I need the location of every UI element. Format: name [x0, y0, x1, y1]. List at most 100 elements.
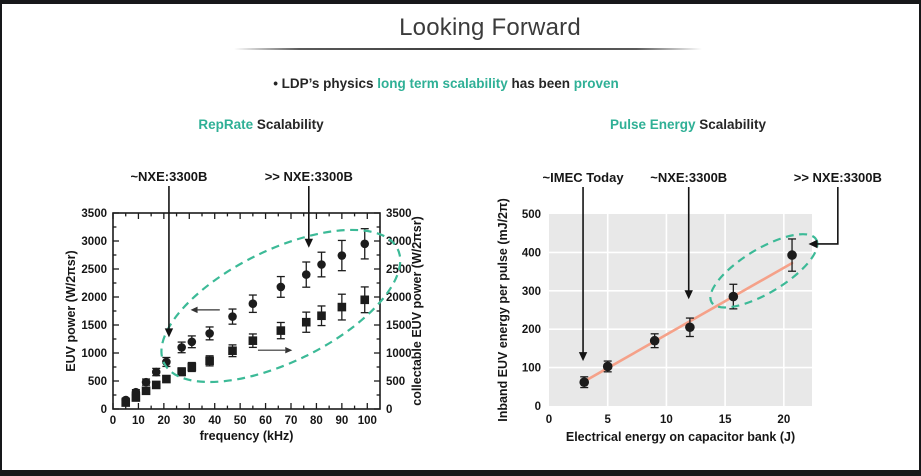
y-axis-label-left: Inband EUV energy per pulse (mJ/2π)	[496, 198, 510, 422]
svg-text:0: 0	[101, 404, 107, 416]
svg-text:1500: 1500	[386, 320, 412, 332]
svg-text:60: 60	[259, 415, 272, 427]
data-point-marker	[205, 329, 214, 338]
svg-text:200: 200	[522, 324, 541, 336]
svg-text:0: 0	[110, 415, 116, 427]
section-title-pulse-energy-accent: Pulse Energy	[609, 117, 696, 132]
svg-text:300: 300	[522, 286, 541, 298]
data-point-marker	[162, 374, 171, 384]
svg-text:3500: 3500	[81, 208, 107, 220]
axis-indicator-arrow-icon	[190, 306, 198, 314]
svg-text:3000: 3000	[81, 236, 107, 248]
key-message: • LDP’s physics long term scalability ha…	[273, 76, 619, 91]
data-point-marker	[602, 361, 613, 372]
svg-text:40: 40	[208, 415, 221, 427]
section-title-reprate-accent: RepRate	[198, 117, 254, 132]
svg-text:500: 500	[522, 209, 541, 221]
scalability-highlight-ellipse	[709, 233, 819, 309]
data-point-marker	[728, 291, 739, 302]
data-point-marker	[187, 337, 197, 347]
data-point-marker	[579, 377, 590, 387]
svg-text:100: 100	[522, 363, 541, 375]
svg-text:30: 30	[183, 415, 196, 427]
svg-text:50: 50	[234, 415, 247, 427]
x-axis-label: frequency (kHz)	[200, 429, 294, 443]
y-axis-label-left: EUV power (W/2πsr)	[64, 250, 78, 371]
page-title: Looking Forward	[399, 14, 581, 41]
svg-text:10: 10	[132, 415, 145, 427]
data-point-marker	[141, 377, 151, 387]
svg-text:1000: 1000	[386, 348, 412, 360]
data-point-marker	[337, 302, 347, 312]
data-point-marker	[141, 386, 151, 396]
key-message-part-1: • LDP’s physics	[273, 76, 378, 91]
annotation-arrowhead-icon	[578, 352, 588, 362]
annotation-arrow	[817, 187, 839, 245]
svg-text:1500: 1500	[81, 320, 107, 332]
data-point-marker	[248, 299, 258, 309]
section-title-pulse-energy: Pulse Energy Scalability	[610, 117, 766, 132]
section-title-reprate: RepRate Scalability	[198, 117, 323, 132]
svg-text:100: 100	[358, 415, 377, 427]
chart-annotation-label: ~NXE:3300B	[130, 169, 207, 184]
data-point-marker	[301, 317, 311, 327]
svg-text:10: 10	[660, 414, 673, 426]
annotation-arrowhead-icon	[164, 328, 174, 338]
svg-text:80: 80	[310, 415, 323, 427]
annotation-arrowhead-icon	[684, 290, 693, 300]
data-point-marker	[276, 282, 286, 292]
svg-text:500: 500	[386, 376, 405, 388]
series-square	[121, 286, 370, 407]
annotation-arrowhead-icon	[808, 239, 818, 249]
data-point-marker	[317, 260, 326, 269]
series-circle	[579, 238, 797, 389]
svg-text:0: 0	[386, 404, 392, 416]
data-point-marker	[177, 343, 186, 352]
svg-text:400: 400	[522, 247, 541, 259]
title-divider	[234, 48, 702, 50]
linear-fit-line	[582, 261, 794, 383]
data-point-marker	[685, 322, 695, 333]
svg-text:20: 20	[157, 415, 170, 427]
key-message-part-3: has been	[507, 76, 574, 91]
svg-text:3500: 3500	[386, 208, 412, 220]
x-axis-label: Electrical energy on capacitor bank (J)	[566, 430, 795, 444]
svg-text:500: 500	[88, 376, 107, 388]
key-message-part-4: proven	[573, 76, 619, 91]
svg-text:2000: 2000	[81, 292, 107, 304]
svg-text:70: 70	[285, 415, 298, 427]
svg-text:1000: 1000	[81, 348, 107, 360]
svg-text:2500: 2500	[81, 264, 107, 276]
data-point-marker	[121, 398, 131, 407]
data-point-marker	[151, 367, 161, 377]
y-axis-label-right: collectable EUV power (W/2πsr)	[410, 216, 424, 405]
data-point-marker	[228, 312, 237, 321]
data-point-marker	[177, 367, 186, 377]
svg-text:0: 0	[535, 401, 541, 413]
data-point-marker	[649, 335, 660, 346]
svg-text:90: 90	[335, 415, 348, 427]
data-point-marker	[205, 356, 214, 366]
data-point-marker	[317, 311, 326, 321]
section-title-pulse-energy-rest: Scalability	[695, 117, 767, 132]
chart-annotation-label: ~NXE:3300B	[650, 170, 727, 185]
data-point-marker	[151, 380, 161, 390]
svg-text:3000: 3000	[386, 236, 412, 248]
series-circle	[121, 228, 370, 405]
section-title-reprate-rest: Scalability	[253, 117, 324, 132]
data-point-marker	[301, 270, 311, 279]
annotation-arrowhead-icon	[304, 238, 313, 248]
svg-text:2000: 2000	[386, 292, 412, 304]
data-point-marker	[360, 239, 370, 249]
data-point-marker	[187, 362, 197, 372]
axis-indicator-arrow-icon	[285, 347, 293, 354]
svg-text:15: 15	[719, 414, 732, 426]
svg-text:20: 20	[777, 414, 790, 426]
chart-annotation-label: ~IMEC Today	[543, 170, 625, 185]
data-point-marker	[131, 393, 141, 402]
data-point-marker	[360, 295, 370, 305]
